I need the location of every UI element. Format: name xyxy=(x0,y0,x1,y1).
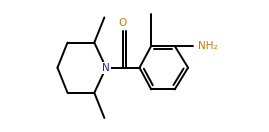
Text: O: O xyxy=(119,18,127,28)
Text: NH₂: NH₂ xyxy=(198,41,218,51)
Text: N: N xyxy=(102,63,110,73)
